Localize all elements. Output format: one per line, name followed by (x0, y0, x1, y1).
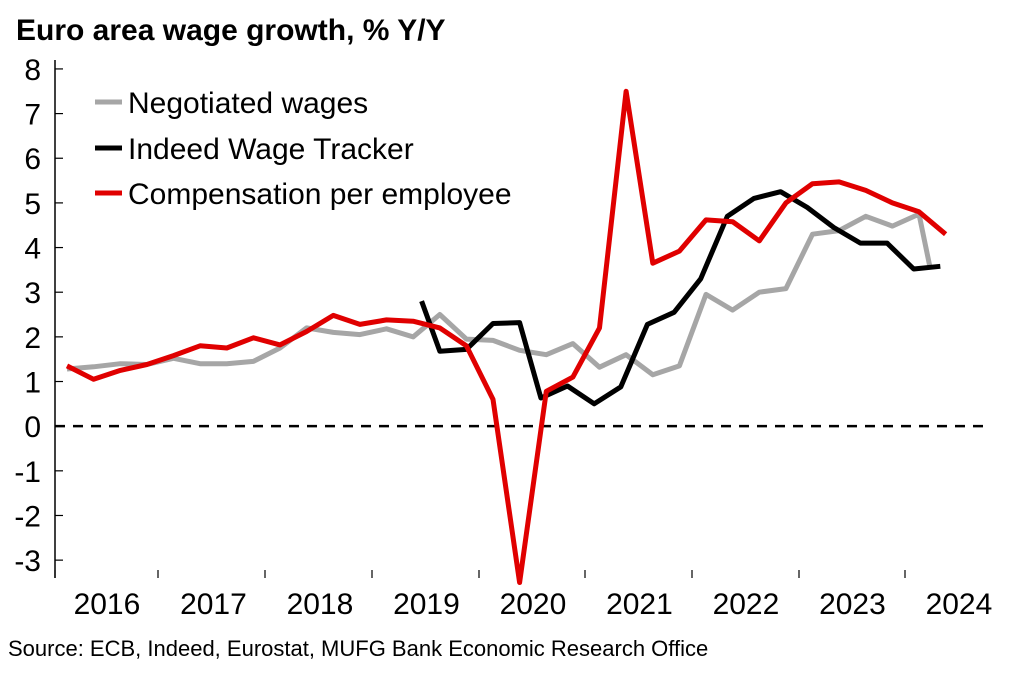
x-tick-label: 2022 (713, 588, 780, 621)
y-tick-label: -1 (14, 456, 41, 489)
y-tick-label: 1 (24, 367, 41, 400)
source-note: Source: ECB, Indeed, Eurostat, MUFG Bank… (8, 636, 709, 661)
x-tick-label: 2023 (819, 588, 886, 621)
y-tick-label: -3 (14, 545, 41, 578)
y-tick-label: 7 (24, 99, 41, 132)
series-line-indeed-wage-tracker (419, 189, 941, 407)
y-tick-label: 6 (24, 143, 41, 176)
chart-title: Euro area wage growth, % Y/Y (16, 14, 446, 47)
y-tick-label: 5 (24, 188, 41, 221)
x-tick-label: 2017 (180, 588, 247, 621)
x-tick-label: 2019 (393, 588, 460, 621)
legend: Negotiated wages Indeed Wage Tracker Compe… (95, 87, 512, 211)
x-tick-label: 2018 (287, 588, 354, 621)
x-tick-label: 2024 (926, 588, 993, 621)
y-tick-label: 0 (24, 411, 41, 444)
x-tick-label: 2021 (606, 588, 673, 621)
x-tick-label: 2020 (500, 588, 567, 621)
series-group (65, 88, 948, 585)
legend-label: Compensation per employee (128, 178, 512, 211)
x-tick-label: 2016 (74, 588, 141, 621)
legend-label: Indeed Wage Tracker (128, 133, 414, 166)
legend-label: Negotiated wages (128, 87, 368, 120)
series-line-negotiated-wages (66, 211, 933, 378)
series-line-compensation-per-employee (65, 88, 948, 585)
y-tick-label: 4 (24, 233, 41, 266)
axes: 8 7 6 5 4 3 2 1 0 -1 -2 -3 2016 2017 2018 2019 2020 2021 2… (14, 54, 992, 621)
line-chart: 8 7 6 5 4 3 2 1 0 -1 -2 -3 2016 2017 2018 2019 2020 2021 2… (14, 54, 992, 621)
y-tick-label: -2 (14, 500, 41, 533)
y-tick-label: 3 (24, 277, 41, 310)
y-tick-label: 2 (24, 322, 41, 355)
y-tick-label: 8 (24, 54, 41, 87)
